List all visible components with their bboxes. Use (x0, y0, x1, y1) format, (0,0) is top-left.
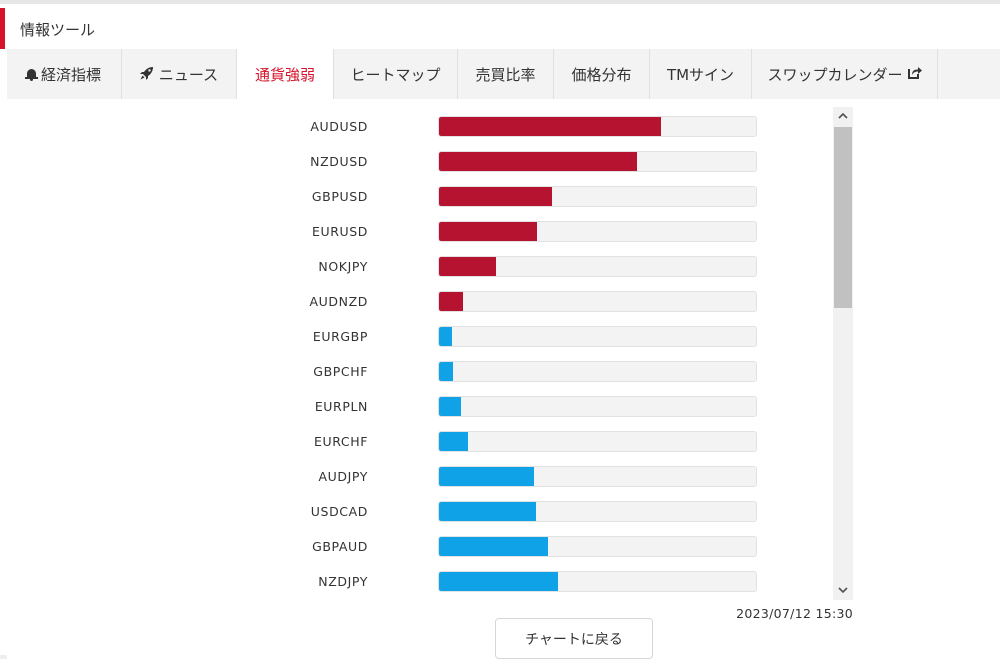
currency-pair-label: EURPLN (314, 399, 368, 414)
strength-bar-track (438, 116, 757, 137)
currency-pair-label: GBPAUD (312, 539, 368, 554)
currency-pair-label: EURGBP (312, 329, 368, 344)
strength-row: AUDJPY (7, 466, 837, 488)
bell-icon (24, 68, 38, 81)
strength-bar-fill (439, 537, 548, 556)
currency-pair-label: NZDJPY (318, 574, 368, 589)
tab-price-distribution[interactable]: 価格分布 (554, 49, 650, 99)
strength-bar-track (438, 186, 757, 207)
strength-bar-track (438, 536, 757, 557)
strength-bar-fill (439, 397, 461, 416)
strength-bar-fill (439, 467, 534, 486)
tab-label: ニュース (158, 65, 219, 84)
strength-row: AUDNZD (7, 291, 837, 313)
tab-heatmap[interactable]: ヒートマップ (334, 49, 458, 99)
tab-swap-calendar[interactable]: スワップカレンダー (752, 49, 938, 99)
tab-currency-strength[interactable]: 通貨強弱 (237, 49, 334, 100)
tab-news[interactable]: ニュース (122, 49, 237, 99)
tab-label: 経済指標 (40, 65, 101, 84)
strength-bar-track (438, 221, 757, 242)
strength-row: EURCHF (7, 431, 837, 453)
tab-label: 通貨強弱 (254, 65, 315, 84)
currency-pair-label: EURUSD (311, 224, 368, 239)
tab-trade-ratio[interactable]: 売買比率 (458, 49, 554, 99)
strength-bar-track (438, 501, 757, 522)
scrollbar[interactable] (833, 107, 853, 600)
strength-row: GBPCHF (7, 361, 837, 383)
currency-pair-label: AUDNZD (309, 294, 368, 309)
strength-bar-track (438, 326, 757, 347)
chevron-up-icon[interactable] (833, 107, 853, 125)
strength-content: AUDUSD NZDUSD GBPUSD EURUSD NOKJPY AUDNZD EURG… (7, 99, 1000, 659)
strength-bar-track (438, 151, 757, 172)
tab-label: スワップカレンダー (767, 65, 903, 84)
strength-row: EURGBP (7, 326, 837, 348)
strength-bar-fill (439, 152, 637, 171)
strength-bar-fill (439, 292, 463, 311)
scrollbar-thumb[interactable] (834, 127, 852, 308)
currency-pair-label: AUDUSD (310, 119, 368, 134)
tab-label: TMサイン (666, 65, 735, 84)
strength-bar-track (438, 361, 757, 382)
currency-pair-label: NZDUSD (310, 154, 368, 169)
tab-bar: 経済指標 ニュース 通貨強弱 ヒートマップ 売買比率 価格分布 TMサイン スワ… (7, 49, 1000, 100)
strength-row: GBPAUD (7, 536, 837, 558)
panel-title: 情報ツール (20, 21, 96, 39)
currency-pair-label: USDCAD (310, 504, 368, 519)
strength-bar-track (438, 256, 757, 277)
strength-bar-track (438, 431, 757, 452)
strength-bar-fill (439, 362, 453, 381)
currency-pair-label: AUDJPY (318, 469, 368, 484)
strength-bar-fill (439, 187, 552, 206)
strength-bar-track (438, 571, 757, 592)
tab-label: 価格分布 (571, 65, 632, 84)
panel-header: 情報ツール (0, 8, 1000, 49)
chevron-down-icon[interactable] (833, 582, 853, 600)
strength-row: EURPLN (7, 396, 837, 418)
strength-bar-track (438, 396, 757, 417)
currency-pair-label: EURCHF (313, 434, 368, 449)
tab-tm-sign[interactable]: TMサイン (650, 49, 752, 99)
strength-bar-fill (439, 572, 558, 591)
strength-row: NZDUSD (7, 151, 837, 173)
strength-bar-track (438, 291, 757, 312)
strength-row: EURUSD (7, 221, 837, 243)
external-link-icon (907, 65, 922, 83)
currency-pair-label: GBPUSD (311, 189, 368, 204)
strength-row: USDCAD (7, 501, 837, 523)
tab-economic-indicators[interactable]: 経済指標 (7, 49, 122, 99)
strength-bar-fill (439, 117, 661, 136)
rocket-icon (139, 66, 154, 83)
strength-bar-fill (439, 222, 537, 241)
tab-label: 売買比率 (475, 65, 536, 84)
back-to-chart-button[interactable]: チャートに戻る (495, 618, 653, 659)
strength-bar-fill (439, 327, 452, 346)
update-timestamp: 2023/07/12 15:30 (736, 606, 853, 621)
strength-bar-fill (439, 432, 468, 451)
strength-bar-fill (439, 502, 536, 521)
currency-pair-label: GBPCHF (313, 364, 368, 379)
strength-row: GBPUSD (7, 186, 837, 208)
tab-label: ヒートマップ (350, 65, 441, 84)
strength-row: AUDUSD (7, 116, 837, 138)
currency-pair-label: NOKJPY (318, 259, 368, 274)
strength-bar-fill (439, 257, 496, 276)
strength-row: NZDJPY (7, 571, 837, 593)
strength-bar-track (438, 466, 757, 487)
strength-row: NOKJPY (7, 256, 837, 278)
